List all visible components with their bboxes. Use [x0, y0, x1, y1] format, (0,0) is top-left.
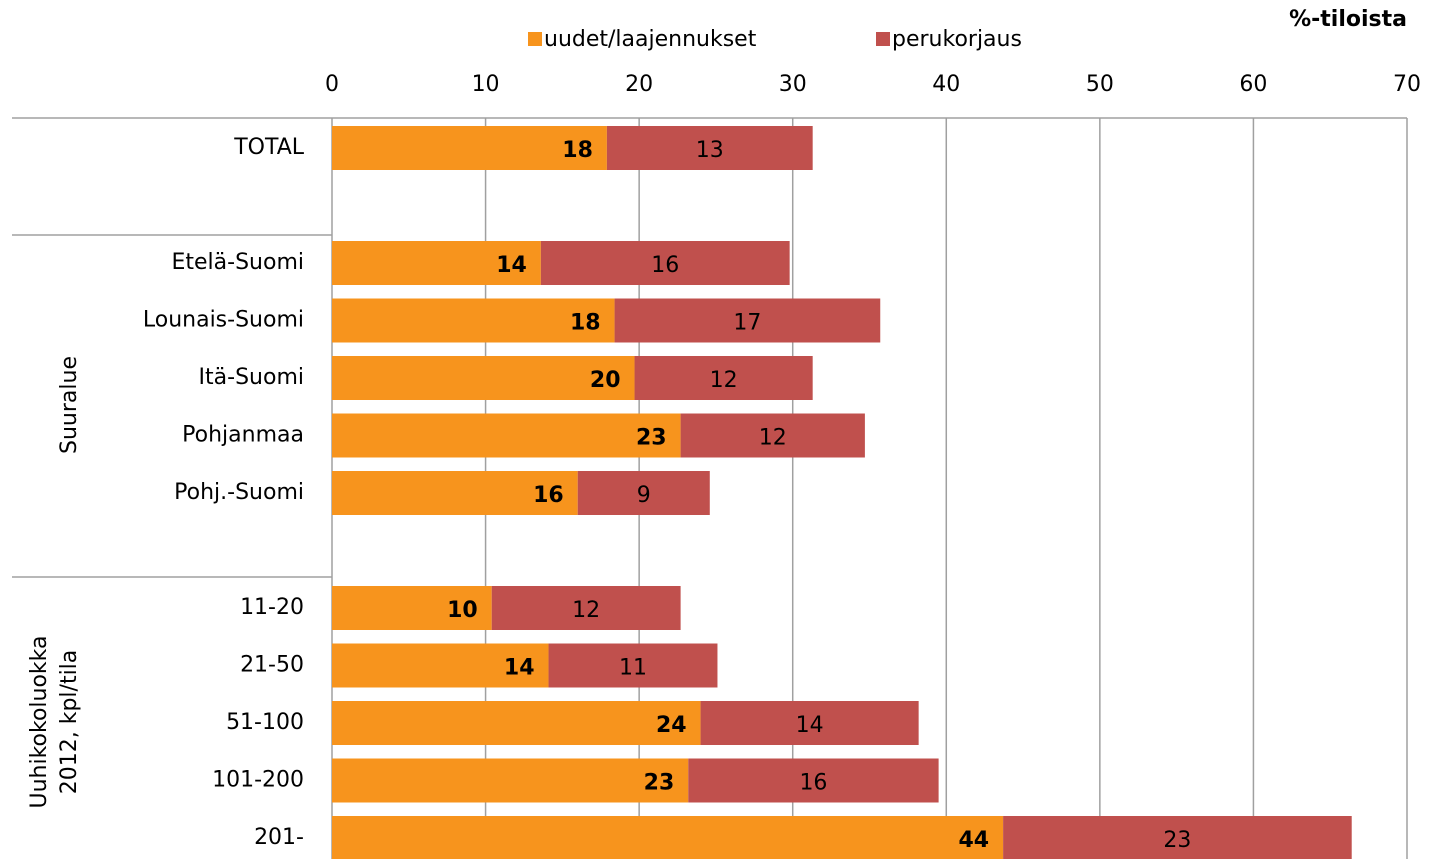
bar-segment	[332, 241, 541, 285]
x-tick-label: 70	[1393, 72, 1421, 97]
y-tick-label: TOTAL	[233, 135, 305, 160]
y-tick-label: 51-100	[226, 710, 304, 735]
y-tick-label: 11-20	[240, 595, 304, 620]
group-label: 2012, kpl/tila	[57, 650, 82, 795]
data-label: 9	[637, 483, 651, 508]
data-label: 16	[533, 483, 564, 508]
bar-segment	[332, 298, 615, 343]
x-tick-label: 30	[779, 72, 807, 97]
legend-label: perukorjaus	[892, 27, 1022, 52]
data-label: 24	[656, 713, 687, 738]
bar-segment	[332, 816, 1004, 859]
y-tick-label: 21-50	[240, 653, 304, 678]
bar-segment	[688, 758, 939, 803]
x-tick-label: 60	[1239, 72, 1267, 97]
data-label: 11	[619, 656, 647, 681]
bar-segment	[540, 241, 790, 285]
group-label: Uuhikokoluokka	[27, 635, 52, 808]
data-label: 12	[759, 426, 787, 451]
data-label: 14	[496, 253, 527, 278]
x-tick-label: 10	[472, 72, 500, 97]
data-label: 10	[447, 598, 478, 623]
bar-segment	[1003, 816, 1352, 859]
y-tick-label: 101-200	[212, 768, 304, 793]
bar-segment	[700, 701, 919, 745]
bar-segment	[332, 758, 689, 803]
data-label: 23	[1163, 828, 1191, 853]
bar-segment	[332, 356, 635, 400]
bar-segment	[680, 413, 865, 458]
data-label: 17	[733, 311, 761, 336]
legend-label: uudet/laajennukset	[544, 27, 757, 52]
bar-segment	[332, 701, 701, 745]
y-tick-label: Etelä-Suomi	[171, 250, 304, 275]
bar-segment	[332, 586, 492, 630]
data-label: 14	[504, 656, 535, 681]
data-label: 44	[958, 828, 989, 853]
data-label: 12	[710, 368, 738, 393]
data-label: 14	[796, 713, 824, 738]
x-tick-label: 0	[325, 72, 339, 97]
data-label: 16	[799, 771, 827, 796]
data-label: 13	[696, 138, 724, 163]
bar-segment	[332, 471, 578, 515]
x-tick-label: 50	[1086, 72, 1114, 97]
data-label: 12	[572, 598, 600, 623]
bar-segment	[606, 126, 813, 170]
group-label: Suuralue	[57, 356, 82, 454]
legend-swatch	[876, 32, 890, 46]
data-label: 23	[636, 426, 667, 451]
y-tick-label: Itä-Suomi	[199, 365, 304, 390]
data-label: 20	[590, 368, 621, 393]
bar-segment	[548, 643, 718, 688]
bar-segment	[332, 413, 681, 458]
bar-segment	[614, 298, 881, 343]
unit-label: %-tiloista	[1289, 7, 1407, 32]
data-label: 23	[644, 771, 675, 796]
bar-segment	[332, 126, 607, 170]
y-tick-label: 201-	[254, 825, 304, 850]
bar-segment	[634, 356, 813, 400]
bar-segment	[332, 643, 549, 688]
y-tick-label: Pohj.-Suomi	[174, 480, 304, 505]
legend-swatch	[528, 32, 542, 46]
data-label: 18	[570, 311, 601, 336]
bar-segment	[577, 471, 710, 515]
x-tick-label: 20	[625, 72, 653, 97]
y-tick-label: Lounais-Suomi	[143, 308, 304, 333]
data-label: 16	[651, 253, 679, 278]
bar-segment	[491, 586, 681, 630]
data-label: 18	[562, 138, 593, 163]
x-tick-label: 40	[932, 72, 960, 97]
y-tick-label: Pohjanmaa	[182, 423, 304, 448]
